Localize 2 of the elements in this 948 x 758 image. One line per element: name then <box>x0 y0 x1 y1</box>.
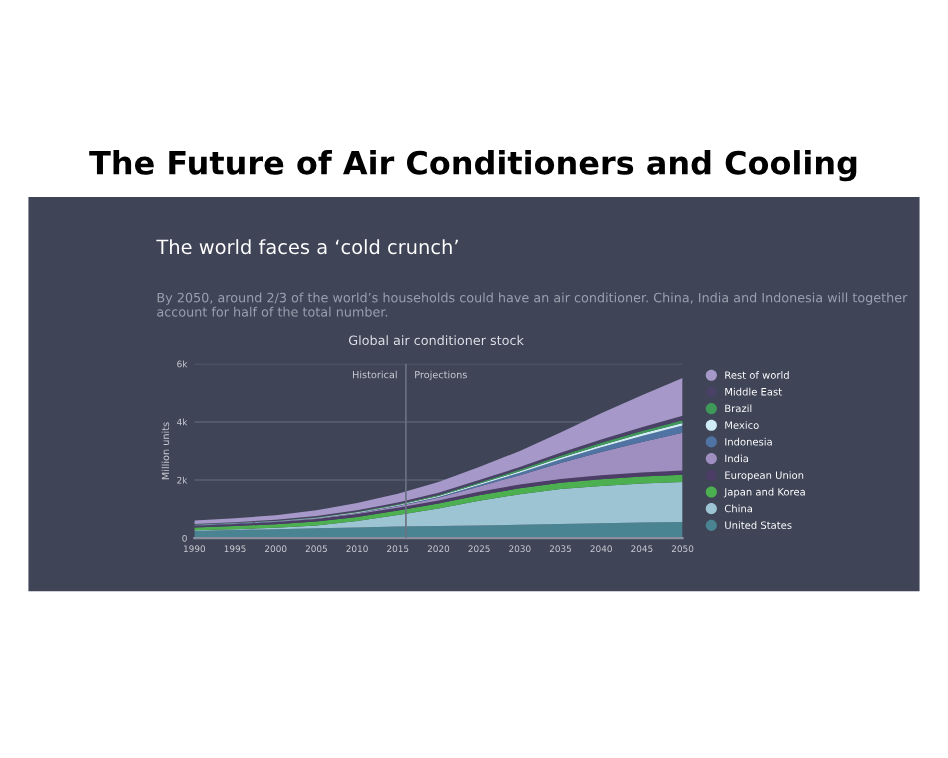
chart-subtitle: The world faces a ‘cold crunch’ <box>156 239 458 255</box>
chart-title: The Future of Air Conditioners and Cooling <box>89 150 857 182</box>
